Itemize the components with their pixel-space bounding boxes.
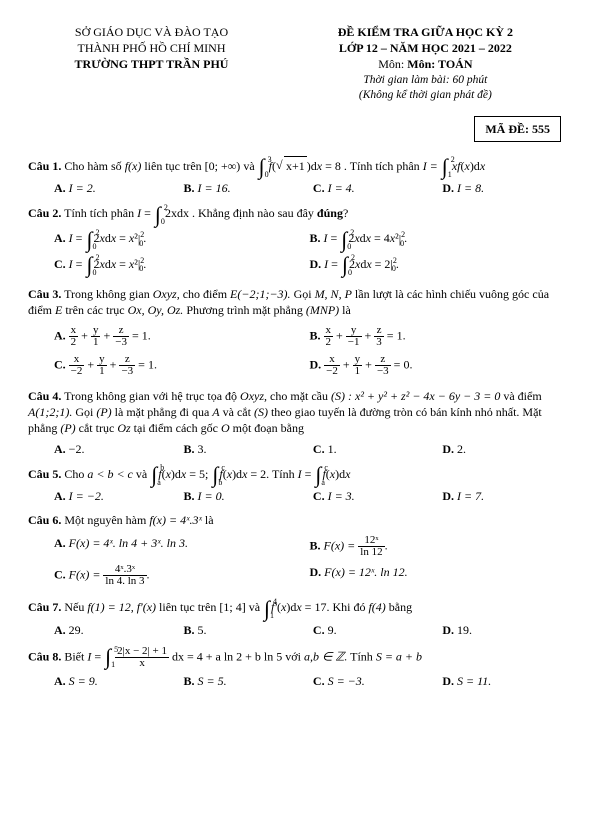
q8-A: A. S = 9.: [54, 673, 177, 689]
q7-B: B. 5.: [183, 622, 306, 638]
integral-icon: ∫30: [259, 158, 265, 176]
q2-label: Câu 2.: [28, 206, 61, 220]
q7-D: D. 19.: [442, 622, 565, 638]
question-2: Câu 2. Tính tích phân I = ∫20 2xdx . Khẳ…: [28, 204, 565, 223]
q5-B: B. I = 0.: [183, 488, 306, 504]
q4-A: A. −2.: [54, 441, 177, 457]
q6-D: D. F(x) = 12ˣ. ln 12.: [310, 564, 566, 587]
question-3: Câu 3. Trong không gian Oxyz, cho điểm E…: [28, 286, 565, 318]
dept-line: SỞ GIÁO DỤC VÀ ĐÀO TẠO: [28, 24, 275, 40]
question-4: Câu 4. Trong không gian với hệ trục tọa …: [28, 388, 565, 437]
q6-A: A. F(x) = 4ˣ. ln 4 + 3ˣ. ln 3.: [54, 535, 310, 558]
exam-code: MÃ ĐỀ: 555: [474, 116, 561, 142]
q1-dom: [0; +∞): [205, 159, 241, 173]
q4-B: B. 3.: [183, 441, 306, 457]
q2-t2: . Khẳng định nào sau đây: [192, 206, 317, 220]
exam-subject: Môn: Môn: TOÁN: [286, 56, 565, 72]
q2-C: C. I = ∫202xdx = x²|20.: [54, 256, 310, 275]
q3-options: A. x2 + y1 + z−3 = 1. B. x2 + y−1 + z3 =…: [28, 322, 565, 380]
q3-C: C. x−2 + y1 + z−3 = 1.: [54, 354, 310, 377]
q1-A: A. I = 2.: [54, 180, 177, 196]
question-8: Câu 8. Biết I = ∫51 2|x − 2| + 1x dx = 4…: [28, 646, 565, 669]
question-7: Câu 7. Nếu f(1) = 12, f′(x) liên tục trê…: [28, 598, 565, 617]
question-6: Câu 6. Một nguyên hàm f(x) = 4ˣ.3ˣ là: [28, 512, 565, 528]
q5-C: C. I = 3.: [313, 488, 436, 504]
q8-D: D. S = 11.: [442, 673, 565, 689]
exam-header: SỞ GIÁO DỤC VÀ ĐÀO TẠO THÀNH PHỐ HỒ CHÍ …: [28, 24, 565, 104]
q1-fx: f(x): [125, 159, 142, 173]
q6-B: B. F(x) = 12ˣln 12.: [310, 535, 566, 558]
q8-B: B. S = 5.: [183, 673, 306, 689]
q4-D: D. 2.: [442, 441, 565, 457]
integral-icon: ∫20: [155, 206, 161, 224]
q2-options: A. I = ∫202xdx = x²|20. B. I = ∫202xdx =…: [28, 227, 565, 277]
header-left: SỞ GIÁO DỤC VÀ ĐÀO TẠO THÀNH PHỐ HỒ CHÍ …: [28, 24, 275, 104]
q2-D: D. I = ∫202xdx = 2|20.: [310, 256, 566, 275]
q4-options: A. −2. B. 3. C. 1. D. 2.: [28, 441, 565, 457]
q5-D: D. I = 7.: [442, 488, 565, 504]
q1-t4: . Tính tích phân: [344, 159, 423, 173]
q2-B: B. I = ∫202xdx = 4x²|20.: [310, 230, 566, 249]
q5-options: A. I = −2. B. I = 0. C. I = 3. D. I = 7.: [28, 488, 565, 504]
q1-B: B. I = 16.: [183, 180, 306, 196]
q3-B: B. x2 + y−1 + z3 = 1.: [310, 325, 566, 348]
q1-t2: liên tục trên: [144, 159, 204, 173]
q7-A: A. 29.: [54, 622, 177, 638]
q7-C: C. 9.: [313, 622, 436, 638]
q2-t1: Tính tích phân: [64, 206, 137, 220]
q1-t3: và: [243, 159, 257, 173]
q5-A: A. I = −2.: [54, 488, 177, 504]
q1-D: D. I = 8.: [442, 180, 565, 196]
exam-code-row: MÃ ĐỀ: 555: [28, 110, 565, 142]
q1-C: C. I = 4.: [313, 180, 436, 196]
q1-I: I =: [423, 159, 441, 173]
q3-A: A. x2 + y1 + z−3 = 1.: [54, 325, 310, 348]
q3-D: D. x−2 + y1 + z−3 = 0.: [310, 354, 566, 377]
q2-dung: đúng: [317, 206, 343, 220]
q7-options: A. 29. B. 5. C. 9. D. 19.: [28, 622, 565, 638]
q1-options: A. I = 2. B. I = 16. C. I = 4. D. I = 8.: [28, 180, 565, 196]
q8-C: C. S = −3.: [313, 673, 436, 689]
exam-note: (Không kể thời gian phát đề): [286, 88, 565, 104]
q4-C: C. 1.: [313, 441, 436, 457]
question-5: Câu 5. Cho a < b < c và ∫baf(x)dx = 5; ∫…: [28, 465, 565, 484]
q1-t1: Cho hàm số: [64, 159, 124, 173]
question-1: Câu 1. Cho hàm số f(x) liên tục trên [0;…: [28, 156, 565, 176]
q8-options: A. S = 9. B. S = 5. C. S = −3. D. S = 11…: [28, 673, 565, 689]
exam-grade: LỚP 12 – NĂM HỌC 2021 – 2022: [286, 40, 565, 56]
exam-time: Thời gian làm bài: 60 phút: [286, 73, 565, 89]
school-line: TRƯỜNG THPT TRẦN PHÚ: [28, 56, 275, 72]
header-right: ĐỀ KIỂM TRA GIỮA HỌC KỲ 2 LỚP 12 – NĂM H…: [286, 24, 565, 104]
city-line: THÀNH PHỐ HỒ CHÍ MINH: [28, 40, 275, 56]
exam-title: ĐỀ KIỂM TRA GIỮA HỌC KỲ 2: [286, 24, 565, 40]
q6-C: C. F(x) = 4ˣ.3ˣln 4. ln 3.: [54, 564, 310, 587]
q1-label: Câu 1.: [28, 159, 61, 173]
q6-options: A. F(x) = 4ˣ. ln 4 + 3ˣ. ln 3. B. F(x) =…: [28, 532, 565, 590]
integral-icon: ∫21: [442, 158, 448, 176]
q2-A: A. I = ∫202xdx = x²|20.: [54, 230, 310, 249]
